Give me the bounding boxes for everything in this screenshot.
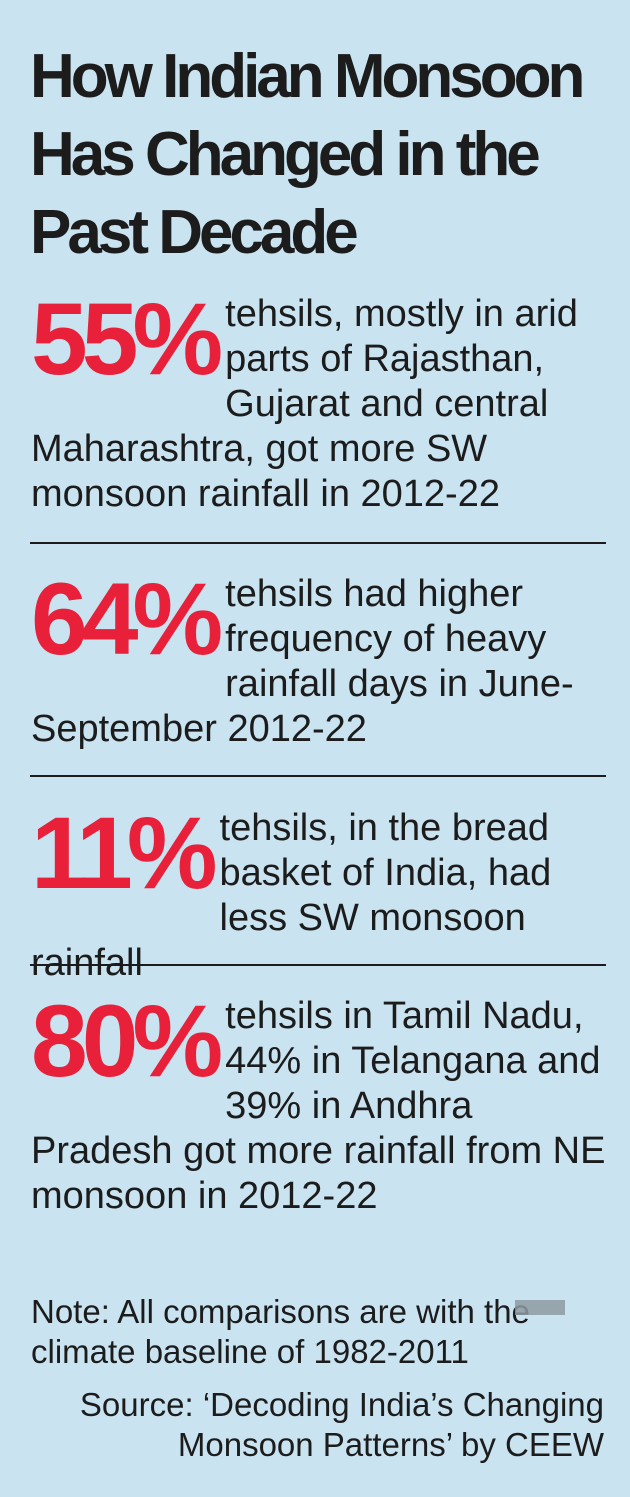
source-credit: Source: ‘Decoding India’s Changing Monso… — [79, 1386, 604, 1463]
stat-text: tehsils, in the bread basket of India, h… — [31, 807, 552, 984]
note: Note: All comparisons are with the clima… — [31, 1293, 530, 1370]
stat-text: tehsils, mostly in arid parts of Rajasth… — [31, 293, 578, 515]
stat-text: tehsils had higher frequency of heavy ra… — [31, 573, 574, 750]
stat-percent: 80% — [31, 984, 223, 1098]
stat-block-64: 64% tehsils had higher frequency of heav… — [31, 562, 611, 752]
divider — [30, 542, 606, 544]
stat-block-55: 55% tehsils, mostly in arid parts of Raj… — [31, 282, 611, 517]
stat-percent: 55% — [31, 282, 223, 396]
stat-percent: 64% — [31, 562, 223, 676]
stat-percent: 11% — [31, 796, 218, 910]
stat-block-11: 11% tehsils, in the bread basket of Indi… — [31, 796, 611, 986]
watermark-logo — [515, 1300, 565, 1315]
stat-text: tehsils in Tamil Nadu, 44% in Telangana … — [31, 995, 606, 1217]
stat-block-80: 80% tehsils in Tamil Nadu, 44% in Telang… — [31, 984, 611, 1219]
divider — [30, 964, 606, 966]
divider — [30, 775, 606, 777]
infographic-title: How Indian Monsoon Has Changed in the Pa… — [30, 42, 585, 267]
